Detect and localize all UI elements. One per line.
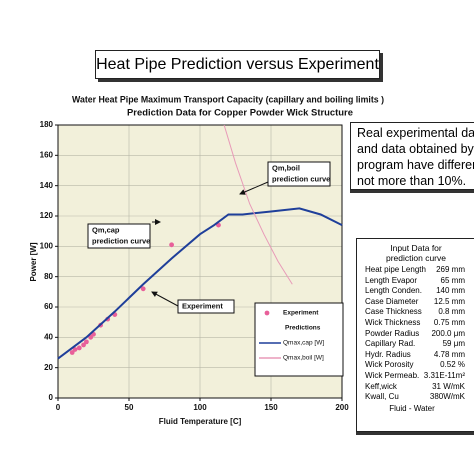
chart-title: Water Heat Pipe Maximum Transport Capaci…: [72, 94, 384, 104]
y-tick-label: 60: [44, 302, 53, 311]
x-tick-label: 100: [193, 403, 207, 412]
input-label: Heat pipe Length: [365, 265, 426, 274]
input-row: Powder Radius 200.0 μm: [357, 329, 465, 340]
input-label: Keff,wick: [365, 381, 397, 391]
input-label: Wick Permeab.: [365, 370, 420, 380]
input-label: Case Thickness: [365, 307, 422, 317]
input-row: Keff,wick 31 W/mK: [357, 382, 465, 393]
annotation-text: prediction curve: [92, 236, 150, 245]
legend-marker: [264, 310, 270, 316]
x-tick-label: 0: [56, 403, 61, 412]
input-row: Wick Thickness 0.75 mm: [357, 318, 465, 329]
input-value: 65 mm: [440, 275, 465, 285]
x-tick-label: 200: [335, 403, 349, 412]
slide-title: Heat Pipe Prediction versus Experiment: [95, 50, 380, 79]
input-row: Heat pipe Length 269 mm: [357, 265, 465, 276]
y-tick-label: 160: [40, 150, 54, 159]
y-axis-label: Power [W]: [29, 242, 38, 281]
input-label: Case Diameter: [365, 296, 419, 306]
input-label: Hydr. Radius: [365, 349, 411, 359]
annotation-text: Qm,cap: [92, 225, 120, 234]
input-label: Wick Thickness: [365, 317, 421, 327]
legend-heading: Predictions: [285, 325, 321, 332]
input-row: Case Diameter 12.5 mm: [357, 297, 465, 308]
y-tick-label: 0: [49, 393, 54, 402]
input-row: Capillary Rad. 59 μm: [357, 339, 465, 350]
input-value: 200.0 μm: [431, 328, 465, 338]
data-point: [84, 339, 89, 345]
input-label: Powder Radius: [365, 328, 420, 338]
legend-label: Experiment: [283, 310, 319, 317]
note-line: not more than 10%.: [357, 174, 467, 188]
legend-label: Qmax,cap [W]: [283, 340, 324, 347]
input-value: 0.8 mm: [438, 307, 465, 317]
input-value: 31 W/mK: [432, 381, 465, 391]
input-heading-line: prediction curve: [385, 253, 446, 263]
note-line: and data obtained by thi: [357, 142, 474, 156]
input-label: Length Evapor: [365, 275, 418, 285]
y-tick-label: 100: [40, 241, 54, 250]
input-label: Wick Porosity: [365, 360, 414, 370]
y-tick-label: 180: [40, 120, 54, 129]
input-value: 4.78 mm: [433, 349, 465, 359]
input-value: 59 μm: [442, 339, 465, 349]
plot-border: [57, 124, 343, 399]
data-point: [76, 345, 82, 351]
input-value: 380W/mK: [429, 392, 465, 402]
input-value: 0.75 mm: [433, 317, 465, 327]
annotation-text: prediction curve: [272, 174, 330, 183]
input-label: Kwall, Cu: [365, 392, 399, 402]
data-point: [169, 242, 175, 248]
annotation-text: Qm,boil: [272, 163, 300, 172]
note-box: Real experimental data, and data obtaine…: [350, 122, 474, 190]
y-tick-label: 20: [44, 363, 53, 372]
data-point: [140, 286, 146, 292]
chart-subtitle: Prediction Data for Copper Powder Wick S…: [127, 107, 353, 117]
input-row: Length Conden. 140 mm: [357, 286, 465, 297]
input-label: Length Conden.: [365, 286, 422, 296]
data-point: [88, 334, 94, 340]
legend-label: Qmax,boil [W]: [283, 355, 324, 362]
input-row: Length Evapor 65 mm: [357, 276, 465, 287]
input-value: 140 mm: [436, 286, 465, 296]
data-point: [81, 342, 86, 348]
input-heading-line: Input Data for: [390, 243, 442, 253]
note-line: Real experimental data,: [357, 126, 474, 140]
input-row: Kwall, Cu 380W/mK: [357, 392, 465, 403]
y-tick-label: 120: [40, 211, 54, 220]
x-tick-label: 50: [125, 403, 134, 412]
input-data-box: Input Data for prediction curve Heat pip…: [356, 238, 474, 432]
input-row: Case Thickness 0.8 mm: [357, 307, 465, 318]
input-rows: Heat pipe Length 269 mm Length Evapor 65 mm…: [357, 265, 474, 403]
y-tick-label: 40: [44, 332, 53, 341]
data-point: [72, 347, 78, 352]
input-row: Hydr. Radius 4.78 mm: [357, 350, 465, 361]
series-line: [223, 124, 293, 285]
data-point: [69, 350, 75, 355]
input-value: 12.5 mm: [433, 296, 465, 306]
input-label: Capillary Rad.: [365, 339, 416, 349]
annotation-box: [177, 299, 235, 314]
input-value: 3.31E-11m²: [423, 370, 465, 380]
y-tick-label: 80: [44, 272, 53, 281]
input-row: Wick Permeab. 3.31E-11m²: [357, 371, 465, 382]
annotation-box: [267, 161, 331, 187]
series-line: [57, 207, 343, 360]
input-row: Wick Porosity 0.52 %: [357, 360, 465, 371]
note-line: program have difference: [357, 158, 474, 172]
input-heading: Input Data for prediction curve: [357, 243, 474, 263]
annotation-arrow: [151, 291, 179, 307]
annotation-text: Experiment: [182, 301, 223, 310]
input-footer: Fluid - Water: [389, 403, 435, 413]
annotation-box: [87, 223, 151, 249]
legend-box: [254, 302, 344, 377]
y-tick-label: 140: [40, 181, 54, 190]
x-tick-label: 150: [264, 403, 278, 412]
x-axis-label: Fluid Temperature [C]: [159, 417, 242, 426]
annotation-arrow: [239, 181, 269, 195]
input-value: 269 mm: [436, 265, 465, 274]
input-value: 0.52 %: [440, 360, 465, 370]
